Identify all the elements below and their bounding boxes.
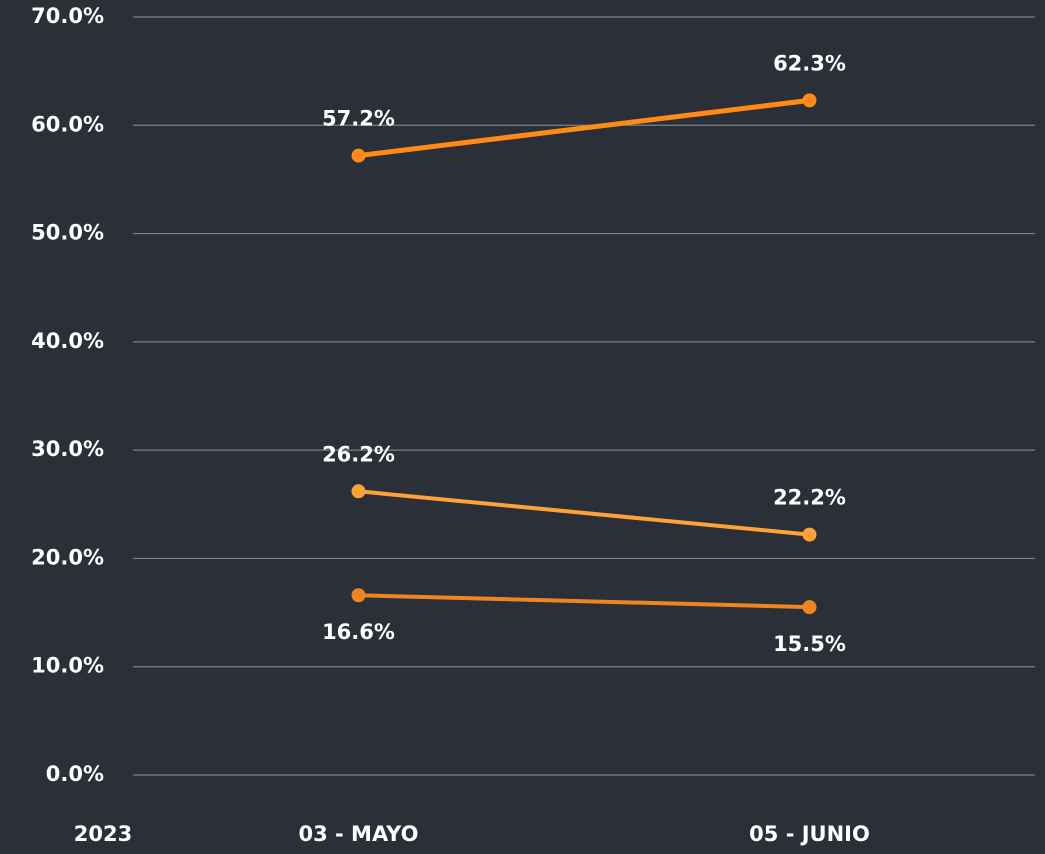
y-tick-label: 40.0% [31, 329, 104, 353]
data-label: 16.6% [322, 620, 395, 644]
x-axis-label: 2023 [74, 822, 132, 846]
y-tick-label: 30.0% [31, 437, 104, 461]
y-tick-label: 50.0% [31, 221, 104, 245]
y-tick-label: 20.0% [31, 545, 104, 569]
series-line [358, 489, 810, 537]
data-label: 62.3% [773, 51, 846, 75]
y-tick-label: 70.0% [31, 4, 104, 28]
marker [802, 600, 817, 615]
series-line [358, 97, 810, 159]
data-label: 22.2% [773, 486, 846, 510]
data-label: 26.2% [322, 442, 395, 466]
x-tick-label: 03 - MAYO [298, 822, 418, 846]
x-tick-label: 05 - JUNIO [749, 822, 870, 846]
marker [351, 484, 366, 499]
marker [351, 148, 366, 163]
marker [802, 527, 817, 542]
marker [802, 93, 817, 108]
data-label: 57.2% [322, 107, 395, 131]
y-tick-label: 10.0% [31, 654, 104, 678]
y-tick-label: 0.0% [46, 762, 104, 786]
series-line [358, 593, 810, 610]
y-tick-label: 60.0% [31, 112, 104, 136]
data-label: 15.5% [773, 632, 846, 656]
marker [351, 588, 366, 603]
